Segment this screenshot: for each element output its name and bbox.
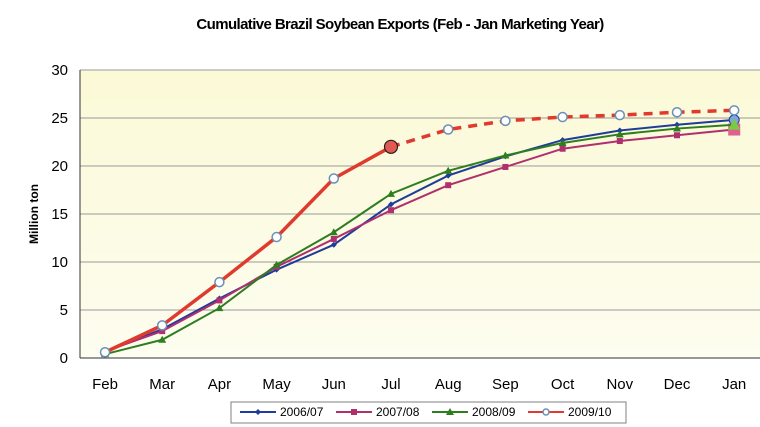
legend: 2006/07 2007/08 2008/09 2009/10 bbox=[230, 401, 627, 424]
data-point bbox=[271, 231, 282, 243]
data-point bbox=[616, 138, 623, 145]
x-tick-label: Jun bbox=[322, 376, 346, 393]
series-line bbox=[104, 145, 392, 354]
legend-label: 2008/09 bbox=[472, 405, 516, 419]
x-tick-label: Nov bbox=[606, 376, 633, 393]
y-tick-label: 25 bbox=[51, 110, 68, 127]
y-axis-label: Million ton bbox=[27, 184, 41, 244]
series-2009/10 bbox=[99, 105, 740, 358]
chart-title: Cumulative Brazil Soybean Exports (Feb -… bbox=[196, 16, 604, 33]
data-point bbox=[329, 228, 338, 236]
data-point bbox=[444, 166, 453, 174]
data-point bbox=[272, 260, 281, 268]
y-tick-label: 30 bbox=[51, 62, 68, 79]
legend-item-2006/07: 2006/07 bbox=[240, 405, 324, 419]
series-group bbox=[99, 105, 741, 358]
data-point bbox=[255, 409, 261, 415]
data-point bbox=[615, 130, 624, 138]
data-point bbox=[502, 163, 509, 170]
x-tick-label: Jan bbox=[722, 376, 746, 393]
legend-item-2007/08: 2007/08 bbox=[336, 405, 420, 419]
data-point bbox=[500, 115, 511, 127]
data-point bbox=[501, 151, 510, 159]
data-point bbox=[158, 335, 167, 343]
data-point bbox=[388, 207, 394, 214]
series-line bbox=[104, 118, 735, 354]
data-point bbox=[445, 172, 452, 179]
data-point bbox=[215, 304, 224, 312]
data-point bbox=[216, 297, 223, 304]
x-tick-label: Dec bbox=[664, 376, 691, 393]
x-tick-label: Jul bbox=[381, 376, 400, 393]
gridlines bbox=[79, 69, 760, 359]
data-point bbox=[442, 124, 454, 135]
data-point bbox=[388, 201, 394, 208]
legend-box bbox=[230, 401, 627, 424]
data-point bbox=[728, 105, 740, 116]
x-tick-label: Aug bbox=[435, 376, 462, 393]
data-point bbox=[156, 320, 168, 331]
data-point bbox=[446, 408, 454, 415]
data-point bbox=[99, 346, 111, 358]
data-point bbox=[728, 118, 741, 130]
data-point bbox=[445, 182, 452, 189]
data-point bbox=[387, 189, 395, 197]
data-point bbox=[214, 276, 225, 288]
data-point bbox=[674, 132, 680, 139]
y-tick-label: 5 bbox=[60, 302, 68, 319]
legend-label: 2009/10 bbox=[568, 405, 612, 419]
y-tick-label: 15 bbox=[51, 206, 68, 223]
legend-label: 2006/07 bbox=[280, 405, 324, 419]
x-tick-label: Oct bbox=[551, 376, 575, 393]
data-point bbox=[351, 409, 357, 415]
data-point bbox=[671, 106, 683, 118]
x-tick-label: Apr bbox=[208, 376, 231, 393]
data-point bbox=[673, 124, 681, 132]
x-tick-label: Mar bbox=[149, 376, 175, 393]
y-tick-label: 0 bbox=[60, 350, 68, 367]
x-tick-label: Feb bbox=[92, 376, 118, 393]
y-tick-label: 20 bbox=[51, 158, 68, 175]
data-point bbox=[330, 235, 337, 242]
x-tick-label: Sep bbox=[492, 376, 519, 393]
data-point bbox=[383, 139, 399, 154]
x-axis-ticks: Feb Mar Apr May Jun Jul Aug Sep Oct Nov Dec Jan bbox=[92, 376, 746, 393]
y-axis-ticks: 0 5 10 15 20 25 30 bbox=[51, 62, 68, 367]
series-line bbox=[104, 128, 735, 353]
legend-item-2008/09: 2008/09 bbox=[432, 405, 516, 419]
y-tick-label: 10 bbox=[51, 254, 68, 271]
x-tick-label: May bbox=[262, 376, 291, 393]
data-point bbox=[557, 111, 568, 123]
legend-item-2009/10: 2009/10 bbox=[528, 405, 612, 419]
data-point bbox=[614, 109, 626, 121]
data-point bbox=[542, 408, 550, 416]
series-line bbox=[104, 123, 735, 356]
data-point bbox=[559, 145, 566, 152]
data-point bbox=[558, 138, 567, 146]
data-point bbox=[330, 241, 337, 248]
data-point bbox=[328, 173, 340, 184]
data-point bbox=[159, 328, 166, 335]
legend-label: 2007/08 bbox=[376, 405, 420, 419]
